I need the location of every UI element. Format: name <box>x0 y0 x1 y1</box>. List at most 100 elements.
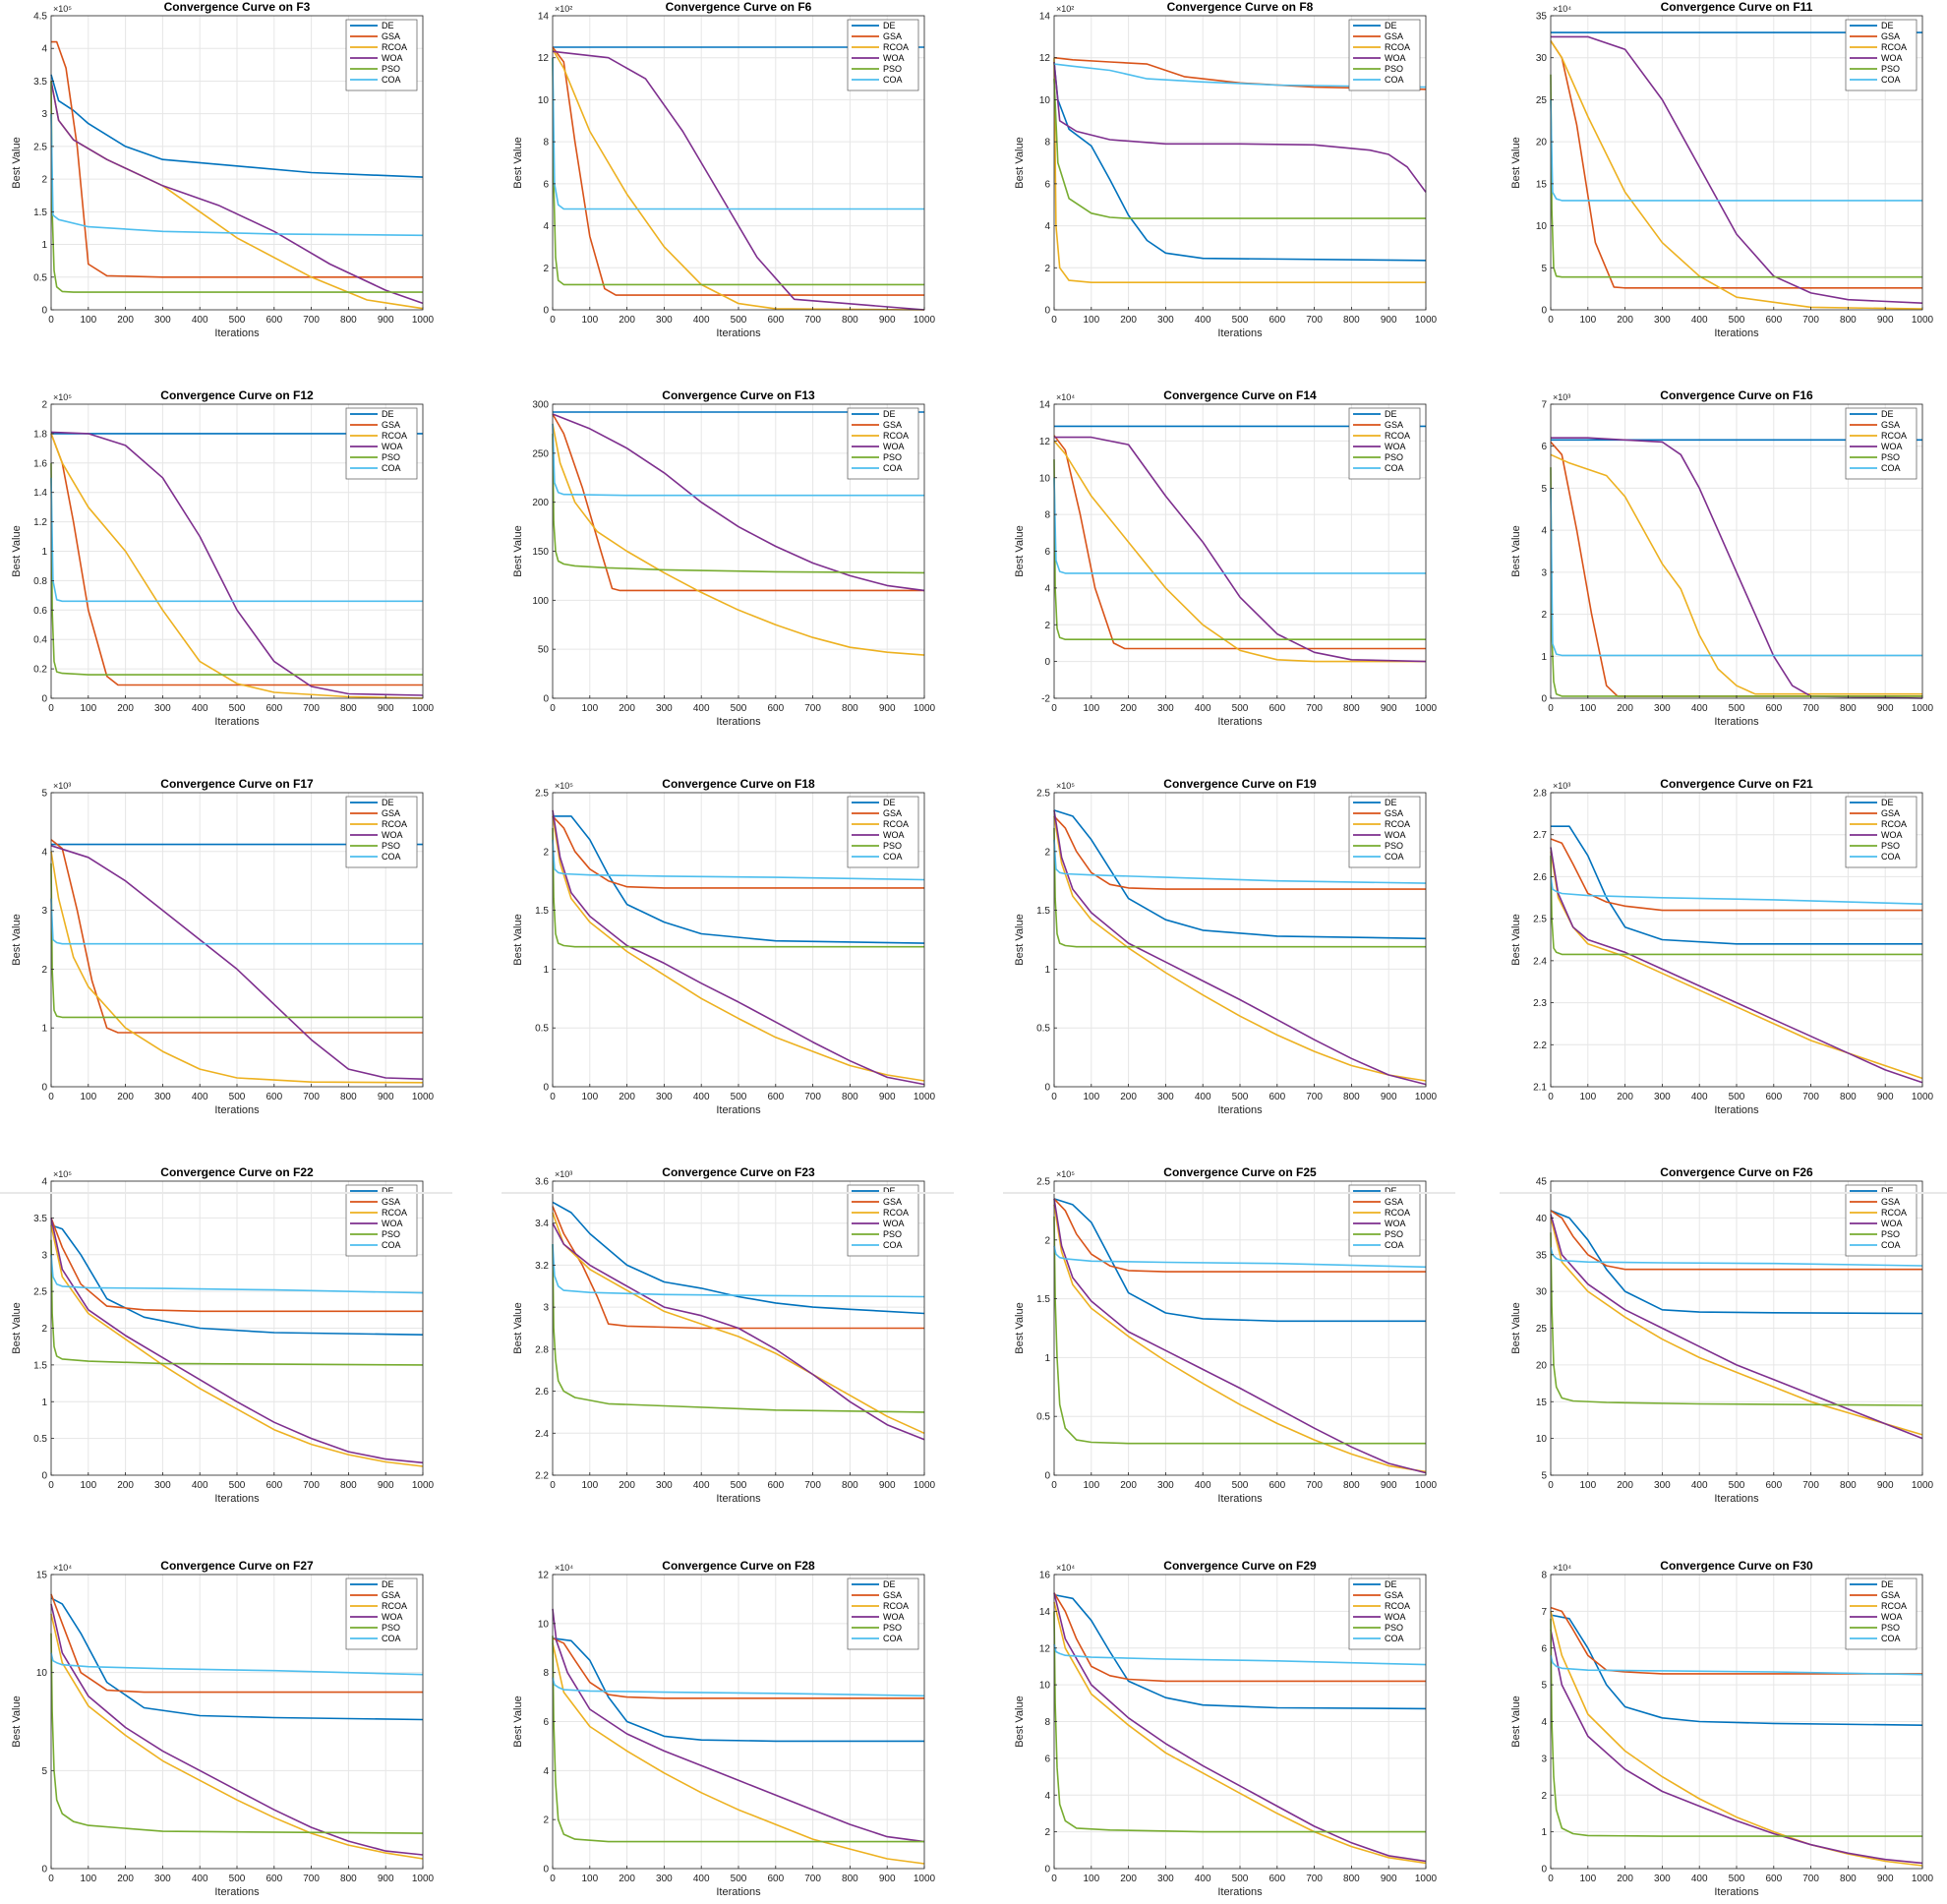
y-tick-label: 5 <box>1541 1471 1547 1482</box>
x-tick-label: 100 <box>1579 1092 1596 1102</box>
legend-label-rcoa: RCOA <box>883 1208 909 1218</box>
series-line-woa <box>50 1603 424 1856</box>
x-tick-label: 300 <box>154 315 171 326</box>
x-tick-label: 700 <box>303 1874 320 1884</box>
x-tick-label: 1000 <box>1912 1874 1934 1884</box>
y-tick-label: 3.6 <box>535 1177 549 1188</box>
x-axis-label: Iterations <box>214 327 260 339</box>
y-tick-label: 0 <box>1044 306 1050 317</box>
y-tick-label: 2.2 <box>535 1471 549 1482</box>
legend-box <box>1348 1577 1421 1650</box>
series-line-gsa <box>50 1593 423 1694</box>
x-tick-label: 200 <box>117 315 134 326</box>
chart-title: Convergence Curve on F11 <box>1661 0 1813 14</box>
legend-label-woa: WOA <box>1881 830 1903 840</box>
legend-label-woa: WOA <box>382 442 403 451</box>
x-tick-label: 900 <box>879 315 896 326</box>
series-line-coa <box>1053 1643 1427 1666</box>
convergence-chart-4: 0 100 200 300 400 500 600 700 800 900 1000 0 0.2 0.4 0… <box>11 388 435 728</box>
x-tick-label: 600 <box>1268 1092 1285 1102</box>
y-tick-label: 1 <box>1541 652 1547 663</box>
legend-label-pso: PSO <box>883 841 902 851</box>
y-axis-label: Best Value <box>11 1696 23 1747</box>
x-tick-label: 600 <box>266 703 282 714</box>
x-tick-label: 400 <box>693 1480 710 1491</box>
x-tick-label: 700 <box>804 1092 821 1102</box>
x-tick-label: 400 <box>1691 1480 1708 1491</box>
x-tick-label: 500 <box>1232 1092 1249 1102</box>
y-tick-label: 10 <box>1039 95 1051 106</box>
x-axis-label: Iterations <box>1217 1104 1263 1116</box>
row-separator <box>0 1192 452 1194</box>
legend-label-de: DE <box>1881 1186 1894 1196</box>
x-tick-label: 100 <box>1083 1874 1099 1884</box>
convergence-chart-3: 0 100 200 300 400 500 600 700 800 900 1000 0 5 10 15 20… <box>1510 0 1934 339</box>
y-tick-label: 0.5 <box>535 1024 549 1035</box>
x-tick-label: 800 <box>340 1480 357 1491</box>
series-line-coa <box>1550 99 1922 202</box>
series-line-pso <box>552 433 925 574</box>
chart-title: Convergence Curve on F6 <box>666 0 812 14</box>
x-tick-label: 800 <box>842 1092 858 1102</box>
legend-label-de: DE <box>1385 21 1397 30</box>
legend-label-pso: PSO <box>1385 1623 1403 1633</box>
x-tick-label: 400 <box>693 703 710 714</box>
convergence-chart-13: 0 100 200 300 400 500 600 700 800 900 1000 2.2 2.4 2.… <box>512 1165 936 1505</box>
y-tick-label: 4 <box>543 1766 549 1777</box>
series-line-woa <box>552 1222 925 1441</box>
x-tick-label: 300 <box>154 1874 171 1884</box>
series-line-rcoa <box>50 433 424 699</box>
legend-label-gsa: GSA <box>1881 420 1900 430</box>
y-tick-label: 0.6 <box>33 606 47 617</box>
y-tick-label: 2.5 <box>1036 789 1050 800</box>
y-tick-label: 2 <box>1044 1827 1050 1838</box>
x-tick-label: 500 <box>1729 703 1745 714</box>
y-axis-label: Best Value <box>11 914 23 965</box>
y-tick-label: 0 <box>1044 657 1050 668</box>
x-tick-label: 1000 <box>412 1480 435 1491</box>
legend-label-gsa: GSA <box>1385 1590 1403 1600</box>
y-tick-label: 2 <box>41 175 47 186</box>
series-line-rcoa <box>552 1212 925 1435</box>
y-tick-label: 20 <box>1536 138 1548 149</box>
convergence-chart-17: 0 100 200 300 400 500 600 700 800 900 1000 0 2 4 6 8 10 1… <box>512 1559 936 1898</box>
x-tick-label: 800 <box>1840 703 1857 714</box>
y-tick-label: 0.8 <box>33 576 47 587</box>
y-multiplier: ×10³ <box>555 1169 572 1179</box>
x-tick-label: 600 <box>266 315 282 326</box>
x-tick-label: 1000 <box>1415 315 1438 326</box>
legend-label-pso: PSO <box>1385 841 1403 851</box>
x-tick-label: 300 <box>1654 315 1671 326</box>
y-tick-label: 0.5 <box>33 272 47 283</box>
x-tick-label: 0 <box>1051 703 1057 714</box>
legend-label-woa: WOA <box>1881 1219 1903 1228</box>
x-axis-label: Iterations <box>214 1104 260 1116</box>
y-tick-label: 8 <box>543 138 549 149</box>
x-tick-label: 300 <box>154 1092 171 1102</box>
y-tick-label: 1.4 <box>33 488 47 499</box>
series-line-coa <box>50 113 424 237</box>
series-line-de <box>1053 809 1427 940</box>
x-tick-label: 200 <box>1120 1480 1137 1491</box>
series-line-coa <box>1053 839 1427 884</box>
y-axis-label: Best Value <box>1014 525 1026 576</box>
legend-label-gsa: GSA <box>1881 1590 1900 1600</box>
series-line-woa <box>1551 437 1923 699</box>
legend-label-rcoa: RCOA <box>382 431 407 441</box>
legend-label-de: DE <box>883 1186 896 1196</box>
x-tick-label: 800 <box>842 703 858 714</box>
x-tick-label: 800 <box>842 1874 858 1884</box>
series-line-pso <box>1053 827 1426 948</box>
x-tick-label: 200 <box>117 1092 134 1102</box>
legend-box <box>847 1577 919 1650</box>
legend-box <box>847 796 919 868</box>
legend-label-gsa: GSA <box>382 1197 400 1207</box>
legend-box <box>345 19 418 91</box>
y-tick-label: 16 <box>1039 1571 1051 1581</box>
y-tick-label: 15 <box>1536 179 1548 190</box>
legend-label-coa: COA <box>1881 852 1901 862</box>
x-tick-label: 400 <box>693 1092 710 1102</box>
y-tick-label: 6 <box>1044 547 1050 558</box>
